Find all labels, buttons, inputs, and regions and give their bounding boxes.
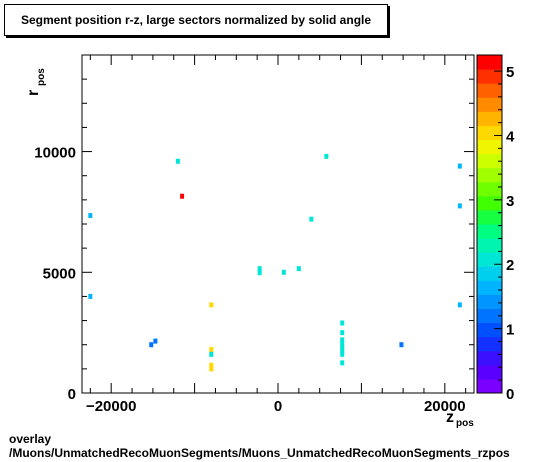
plot-frame	[81, 54, 475, 394]
x-axis-subscript: pos	[456, 418, 474, 429]
data-point	[209, 302, 214, 308]
x-tick-label: 0	[274, 398, 282, 415]
y-tick-label: 5000	[43, 265, 76, 282]
color-scale-bin	[477, 238, 502, 253]
color-scale-bin	[477, 125, 502, 140]
data-point	[340, 320, 345, 326]
data-point	[457, 163, 462, 169]
color-scale-bin	[477, 83, 502, 98]
data-point	[457, 302, 462, 308]
color-scale-bin	[477, 153, 502, 169]
y-axis-subscript: pos	[36, 68, 47, 86]
data-point	[340, 344, 345, 350]
data-point	[309, 216, 314, 222]
data-point	[281, 269, 286, 275]
data-point	[457, 203, 462, 209]
data-point	[180, 193, 185, 199]
color-scale-bin	[477, 224, 502, 239]
y-axis-title: r	[25, 90, 42, 96]
color-scale-bin	[477, 322, 502, 338]
color-scale-bin	[477, 308, 502, 324]
color-scale-bin	[477, 364, 502, 380]
color-scale-bin	[477, 280, 502, 295]
footer-line-1: overlay	[9, 432, 52, 446]
color-scale-bin	[477, 336, 502, 352]
footer-path: overlay /Muons/UnmatchedRecoMuonSegments…	[9, 432, 510, 460]
y-tick-label: 0	[68, 386, 76, 403]
y-tick-label: 10000	[34, 145, 76, 162]
color-scale-bin	[477, 209, 502, 225]
data-point	[324, 153, 329, 159]
data-point	[209, 362, 214, 368]
data-point	[175, 158, 180, 164]
color-scale-bin	[477, 294, 502, 309]
color-scale-bin	[477, 266, 502, 281]
x-tick-label: 20000	[424, 398, 466, 415]
footer-line-2: /Muons/UnmatchedRecoMuonSegments/Muons_U…	[9, 446, 510, 460]
data-point	[257, 266, 262, 272]
data-point	[340, 351, 345, 357]
data-point	[340, 337, 345, 343]
color-scale-bin	[477, 167, 502, 183]
data-point	[209, 351, 214, 357]
data-point	[340, 360, 345, 366]
color-scale-bin	[477, 252, 502, 267]
color-scale-bin	[477, 350, 502, 366]
color-scale-bin	[477, 111, 502, 126]
data-point	[340, 348, 345, 354]
data-point	[296, 266, 301, 272]
data-point	[88, 293, 93, 299]
z-tick-label: 3	[506, 193, 514, 210]
chart-title-box: Segment position r-z, large sectors norm…	[4, 4, 388, 36]
z-tick-label: 2	[506, 257, 514, 274]
color-scale-bin	[477, 97, 502, 112]
z-tick-label: 0	[506, 386, 514, 403]
data-point	[209, 366, 214, 372]
color-scale-bin	[477, 181, 502, 197]
chart-title: Segment position r-z, large sectors norm…	[20, 13, 372, 27]
data-point	[88, 213, 93, 219]
data-point	[340, 330, 345, 336]
x-tick-label: −20000	[86, 398, 136, 415]
z-tick-label: 1	[506, 322, 514, 339]
data-point	[149, 342, 154, 348]
y-axis-title-group: r pos	[25, 68, 47, 96]
data-point	[257, 270, 262, 276]
x-axis-title: z	[446, 409, 454, 426]
data-point	[399, 342, 404, 348]
data-point	[153, 338, 158, 344]
color-scale-bin	[477, 378, 502, 394]
z-tick-label: 5	[506, 64, 514, 81]
color-scale-bin	[477, 195, 502, 211]
data-point	[340, 341, 345, 347]
color-scale-bin	[477, 55, 502, 70]
color-scale-frame	[476, 54, 503, 394]
data-point	[209, 347, 214, 353]
color-scale-bin	[477, 69, 502, 84]
color-scale-bin	[477, 139, 502, 155]
z-tick-label: 4	[506, 128, 515, 145]
